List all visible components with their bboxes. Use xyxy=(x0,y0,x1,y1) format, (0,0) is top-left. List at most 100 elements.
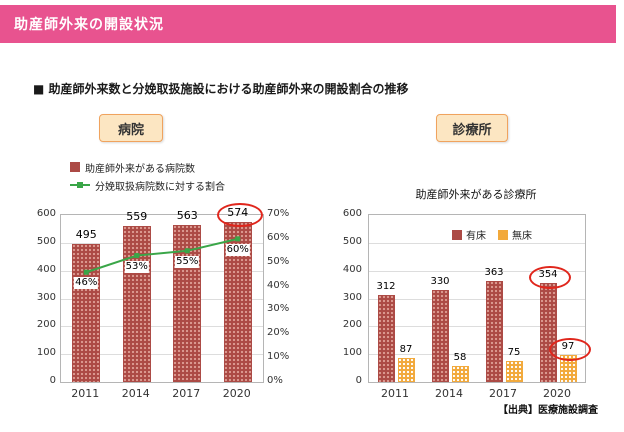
clinic-chart-title: 助産師外来がある診療所 xyxy=(415,188,537,201)
legend-yuusho-label: 有床 xyxy=(466,231,486,242)
hospital-plot: 495 559 563 574 46% 53% 55% 60% xyxy=(60,203,264,383)
page-header: 助産師外来の開設状況 xyxy=(0,5,616,43)
y-tick-label: 70% xyxy=(267,208,290,219)
bar xyxy=(559,355,577,382)
section-heading: ■ 助産師外来数と分娩取扱施設における助産師外来の開設割合の推移 xyxy=(33,82,409,96)
x-tick-label: 2020 xyxy=(222,387,251,400)
bar-value-label: 495 xyxy=(75,228,97,242)
x-tick-label: 2017 xyxy=(172,387,201,400)
y-tick-label: 200 xyxy=(36,319,56,331)
bar xyxy=(72,244,101,382)
line-marker-icon xyxy=(77,182,83,188)
x-tick-label: 2011 xyxy=(71,387,100,400)
gridline xyxy=(369,298,585,300)
bar-value-label: 87 xyxy=(399,343,413,355)
line-value-label: 53% xyxy=(124,260,149,273)
y-tick-label: 50% xyxy=(267,255,290,267)
x-tick-label: 2011 xyxy=(381,387,409,400)
highlight-circle xyxy=(216,203,263,228)
y-tick-label: 200 xyxy=(342,319,362,331)
y-tick-label: 500 xyxy=(36,235,56,247)
line-marker-point xyxy=(83,269,89,275)
bar xyxy=(397,357,415,382)
ratio-polyline xyxy=(85,237,238,274)
legend-musho-label: 無床 xyxy=(512,231,532,242)
gridline xyxy=(369,242,585,244)
y-tick-label: 20% xyxy=(267,327,290,339)
line-value-label: 60% xyxy=(225,243,250,256)
y-tick-label: 300 xyxy=(342,291,362,303)
page-title: 助産師外来の開設状況 xyxy=(14,17,164,33)
y-tick-label: 30% xyxy=(267,303,290,315)
x-tick-label: 2020 xyxy=(543,387,571,400)
hospital-tag: 病院 xyxy=(99,114,163,142)
legend-line-row: 分娩取扱病院数に対する割合 xyxy=(70,176,225,194)
legend-bar-row: 助産師外来がある病院数 xyxy=(70,158,225,176)
highlight-circle xyxy=(529,266,571,290)
line-series-swatch-icon xyxy=(70,182,90,188)
y-tick-label: 400 xyxy=(342,263,362,275)
bar-series-swatch-icon xyxy=(70,162,80,172)
y-tick-label: 300 xyxy=(36,291,56,303)
legend-musho-item: 無床 xyxy=(498,227,532,242)
x-tick-label: 2017 xyxy=(489,387,517,400)
gridline xyxy=(61,326,263,328)
line-marker-point xyxy=(184,248,190,254)
y-tick-label: 100 xyxy=(342,347,362,359)
bar xyxy=(431,290,449,382)
hospital-legend: 助産師外来がある病院数 分娩取扱病院数に対する割合 xyxy=(70,158,225,194)
ratio-line xyxy=(83,236,241,275)
clinic-plot: 312 87 330 58 363 75 354 97 xyxy=(368,214,591,383)
y-tick-label: 60% xyxy=(267,231,290,243)
bar xyxy=(485,280,503,382)
line-marker-point xyxy=(134,253,140,259)
hospital-x-axis: 2011 2014 2017 2020 xyxy=(60,385,262,400)
musho-swatch-icon xyxy=(498,229,508,240)
y-tick-label: 400 xyxy=(36,263,56,275)
y-tick-label: 0 xyxy=(355,375,362,386)
highlight-circle xyxy=(549,338,591,361)
gridline xyxy=(61,270,263,272)
line-value-label: 55% xyxy=(175,255,200,268)
clinic-legend: 有床 無床 xyxy=(452,227,532,242)
source-note: 【出典】医療施設調査 xyxy=(498,405,598,416)
clinic-x-axis: 2011 2014 2017 2020 xyxy=(368,385,584,400)
clinic-tag-label: 診療所 xyxy=(452,122,492,138)
x-tick-label: 2014 xyxy=(435,387,463,400)
y-tick-label: 40% xyxy=(267,279,290,291)
gridline xyxy=(369,326,585,328)
legend-bar-label: 助産師外来がある病院数 xyxy=(85,163,195,175)
bar xyxy=(122,226,151,382)
gridline xyxy=(61,298,263,300)
bar-value-label: 563 xyxy=(176,209,198,223)
bar xyxy=(505,361,523,382)
legend-yuusho-item: 有床 xyxy=(452,227,486,242)
bar xyxy=(377,295,395,382)
hospital-left-axis: 0 100 200 300 400 500 600 xyxy=(22,208,56,386)
x-tick-label: 2014 xyxy=(121,387,150,400)
line-value-label: 46% xyxy=(74,277,99,290)
line-marker-point xyxy=(235,236,241,242)
bar xyxy=(539,283,557,382)
y-tick-label: 10% xyxy=(267,351,290,363)
bar-value-label: 58 xyxy=(453,351,467,363)
bar xyxy=(451,365,469,382)
bar-value-label: 312 xyxy=(376,281,396,293)
y-tick-label: 500 xyxy=(342,235,362,247)
y-tick-label: 100 xyxy=(36,347,56,359)
bar-value-label: 363 xyxy=(484,266,504,278)
yuusho-swatch-icon xyxy=(452,229,462,240)
bar-value-label: 75 xyxy=(507,347,521,359)
gridline xyxy=(61,242,263,244)
y-tick-label: 0% xyxy=(267,375,283,386)
gridline xyxy=(369,270,585,272)
y-tick-label: 600 xyxy=(342,208,362,219)
clinic-left-axis: 0 100 200 300 400 500 600 xyxy=(330,208,362,386)
bar-value-label: 559 xyxy=(126,210,148,224)
hospital-right-axis: 0% 10% 20% 30% 40% 50% 60% 70% xyxy=(267,208,301,386)
hospital-tag-label: 病院 xyxy=(117,122,144,138)
bar-value-label: 330 xyxy=(430,276,450,288)
gridline xyxy=(61,354,263,356)
y-tick-label: 600 xyxy=(36,208,56,219)
